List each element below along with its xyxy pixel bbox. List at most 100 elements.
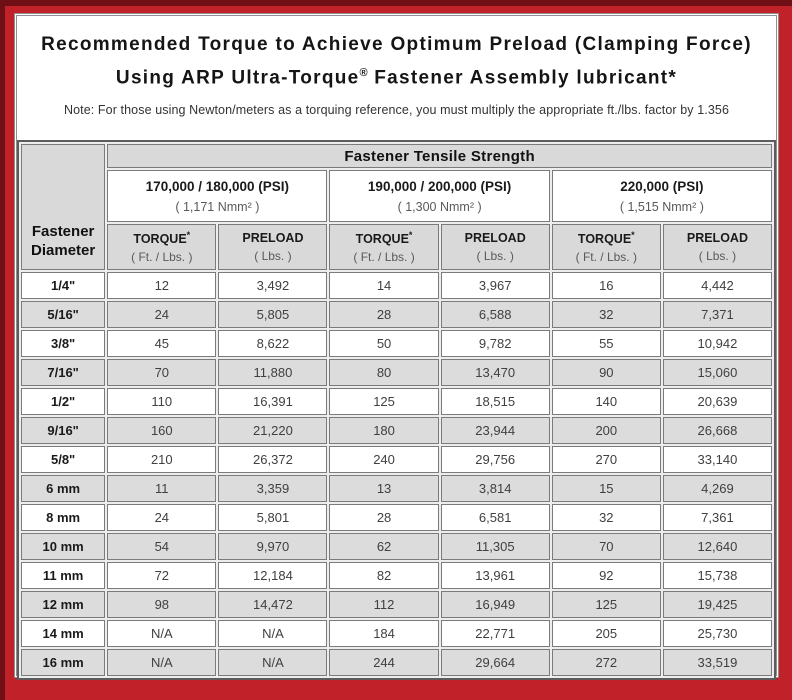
value-cell: 13 — [329, 475, 439, 502]
preload-column-header: PRELOAD ( Lbs. ) — [440, 224, 550, 270]
table-row: 14 mm N/A N/A 184 22,771 205 25,730 — [21, 620, 772, 647]
diameter-cell: 3/8" — [21, 330, 106, 357]
value-cell: 110 — [107, 388, 217, 415]
value-cell: 205 — [551, 620, 661, 647]
psi-group-220: 220,000 (PSI) ( 1,515 Nmm² ) — [551, 170, 772, 222]
value-cell: 70 — [107, 359, 217, 386]
torque-unit: ( Ft. / Lbs. ) — [575, 250, 637, 265]
footnote-mark: * — [631, 229, 635, 240]
diameter-cell: 12 mm — [21, 591, 106, 618]
value-cell: 90 — [551, 359, 661, 386]
value-cell: 184 — [329, 620, 439, 647]
value-cell: 92 — [551, 562, 661, 589]
diameter-cell: 1/2" — [21, 388, 106, 415]
value-cell: 28 — [329, 301, 439, 328]
title-block: Recommended Torque to Achieve Optimum Pr… — [17, 16, 776, 140]
value-cell: 24 — [107, 301, 217, 328]
value-cell: 5,805 — [218, 301, 328, 328]
value-cell: 12,184 — [218, 562, 328, 589]
table-row: 7/16" 70 11,880 80 13,470 90 15,060 — [21, 359, 772, 386]
value-cell: 20,639 — [662, 388, 772, 415]
dark-red-left-strip — [0, 0, 5, 700]
table-row: 12 mm 98 14,472 112 16,949 125 19,425 — [21, 591, 772, 618]
value-cell: 200 — [551, 417, 661, 444]
value-cell: 11 — [107, 475, 217, 502]
value-cell: 54 — [107, 533, 217, 560]
table-row: 1/2" 110 16,391 125 18,515 140 20,639 — [21, 388, 772, 415]
diameter-cell: 5/16" — [21, 301, 106, 328]
value-cell: 98 — [107, 591, 217, 618]
table-row: 5/16" 24 5,805 28 6,588 32 7,371 — [21, 301, 772, 328]
value-cell: 15 — [551, 475, 661, 502]
preload-unit: ( Lbs. ) — [698, 249, 737, 263]
column-header-row: TORQUE* ( Ft. / Lbs. ) PRELOAD ( Lbs. ) … — [21, 224, 772, 270]
value-cell: 11,880 — [218, 359, 328, 386]
table-row: 9/16" 160 21,220 180 23,944 200 26,668 — [21, 417, 772, 444]
diameter-cell: 16 mm — [21, 649, 106, 676]
torque-preload-table: Fastener Diameter Fastener Tensile Stren… — [17, 140, 776, 680]
preload-unit: ( Lbs. ) — [476, 249, 514, 263]
psi-value: 220,000 (PSI) — [620, 178, 704, 194]
value-cell: 80 — [329, 359, 439, 386]
value-cell: 29,756 — [440, 446, 550, 473]
value-cell: 15,738 — [662, 562, 772, 589]
diameter-cell: 11 mm — [21, 562, 106, 589]
value-cell: 28 — [329, 504, 439, 531]
value-cell: 15,060 — [662, 359, 772, 386]
value-cell: 16 — [551, 272, 661, 299]
value-cell: 7,371 — [662, 301, 772, 328]
value-cell: 9,970 — [218, 533, 328, 560]
torque-unit: ( Ft. / Lbs. ) — [131, 250, 193, 265]
nmm-value: ( 1,300 Nmm² ) — [397, 199, 482, 214]
torque-column-header: TORQUE* ( Ft. / Lbs. ) — [107, 224, 217, 270]
value-cell: 3,967 — [440, 272, 550, 299]
value-cell: 8,622 — [218, 330, 328, 357]
page-title-line2: Using ARP Ultra-Torque® Fastener Assembl… — [17, 59, 776, 92]
diameter-cell: 5/8" — [21, 446, 106, 473]
psi-value: 190,000 / 200,000 (PSI) — [367, 178, 512, 194]
value-cell: 140 — [551, 388, 661, 415]
tensile-strength-header: Fastener Tensile Strength — [107, 144, 772, 168]
value-cell: 270 — [551, 446, 661, 473]
value-cell: 112 — [329, 591, 439, 618]
value-cell: 6,588 — [440, 301, 550, 328]
table-row: 16 mm N/A N/A 244 29,664 272 33,519 — [21, 649, 772, 676]
diameter-cell: 14 mm — [21, 620, 106, 647]
psi-header-row: 170,000 / 180,000 (PSI) ( 1,171 Nmm² ) 1… — [21, 170, 772, 222]
table-row: 5/8" 210 26,372 240 29,756 270 33,140 — [21, 446, 772, 473]
value-cell: 4,442 — [662, 272, 772, 299]
value-cell: 244 — [329, 649, 439, 676]
footnote-mark: * — [408, 229, 413, 240]
registered-mark: ® — [359, 67, 368, 79]
value-cell: 3,814 — [440, 475, 550, 502]
title-text-2: Using ARP Ultra-Torque — [115, 67, 360, 89]
value-cell: 45 — [107, 330, 217, 357]
value-cell: 160 — [107, 417, 217, 444]
table-row: 3/8" 45 8,622 50 9,782 55 10,942 — [21, 330, 772, 357]
value-cell: 5,801 — [218, 504, 328, 531]
dark-red-top-strip — [0, 0, 792, 6]
psi-group-190-200: 190,000 / 200,000 (PSI) ( 1,300 Nmm² ) — [329, 170, 550, 222]
torque-column-header: TORQUE* ( Ft. / Lbs. ) — [329, 224, 439, 270]
nmm-value: ( 1,171 Nmm² ) — [175, 199, 260, 214]
psi-value: 170,000 / 180,000 (PSI) — [145, 178, 290, 194]
fastener-label: Fastener — [31, 223, 95, 240]
value-cell: 12,640 — [662, 533, 772, 560]
value-cell: 272 — [551, 649, 661, 676]
diameter-cell: 7/16" — [21, 359, 106, 386]
value-cell: 24 — [107, 504, 217, 531]
value-cell: 26,668 — [662, 417, 772, 444]
value-cell: 55 — [551, 330, 661, 357]
tensile-header-row: Fastener Diameter Fastener Tensile Stren… — [21, 144, 772, 270]
value-cell: 10,942 — [662, 330, 772, 357]
table-row: 8 mm 24 5,801 28 6,581 32 7,361 — [21, 504, 772, 531]
value-cell: 3,359 — [218, 475, 328, 502]
value-cell: 9,782 — [440, 330, 550, 357]
value-cell: 50 — [329, 330, 439, 357]
value-cell: 125 — [551, 591, 661, 618]
value-cell: 70 — [551, 533, 661, 560]
value-cell: N/A — [107, 649, 217, 676]
value-cell: 13,470 — [440, 359, 550, 386]
value-cell: 21,220 — [218, 417, 328, 444]
